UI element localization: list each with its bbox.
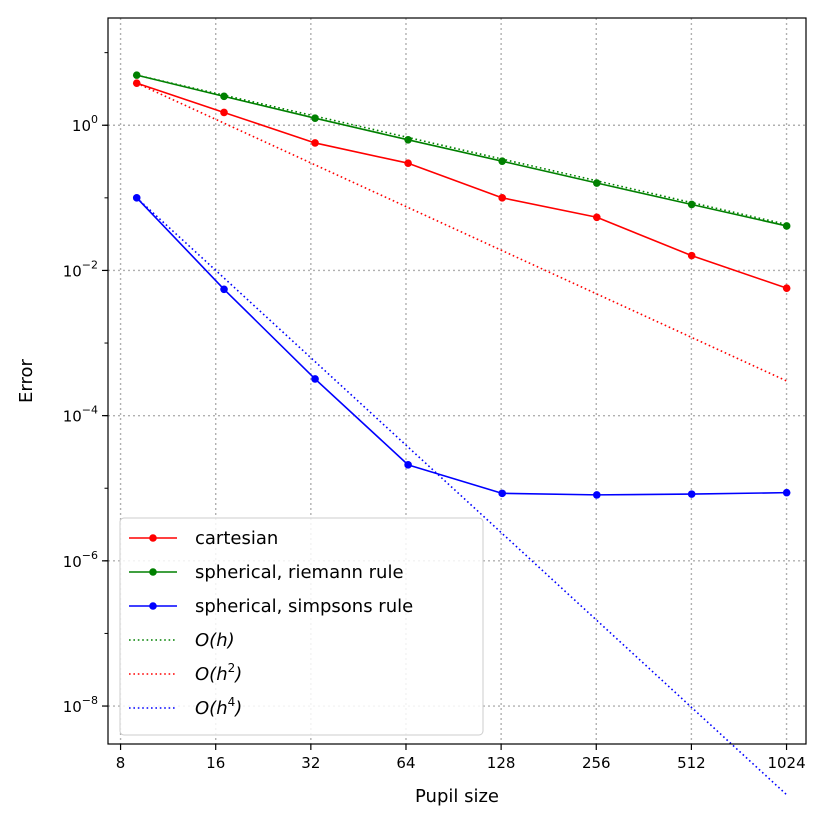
data-point: [592, 491, 601, 499]
y-tick-label: 10−4: [63, 404, 98, 426]
data-point: [687, 200, 696, 209]
series-0: [132, 79, 791, 292]
data-point: [782, 488, 791, 497]
data-point: [404, 461, 412, 469]
data-point: [404, 159, 412, 167]
x-tick-label: 64: [396, 754, 415, 772]
y-tick-label: 10−2: [63, 258, 98, 280]
legend-label: O(h2): [195, 661, 242, 685]
series-line: [136, 74, 787, 226]
y-axis-label: Error: [16, 358, 37, 402]
data-point: [687, 490, 696, 498]
data-point: [782, 222, 791, 230]
x-tick-label: 16: [206, 754, 225, 772]
data-point: [687, 251, 696, 260]
series-line: [136, 82, 787, 289]
data-point: [311, 375, 319, 383]
y-axis-ticks: 100 10−2 10−4 10−6 10−8: [63, 52, 108, 716]
legend-box: [119, 517, 484, 736]
series-line: [136, 82, 788, 382]
x-tick-label: 32: [301, 754, 320, 772]
series-line: [136, 74, 787, 227]
x-tick-label: 1024: [767, 754, 805, 772]
x-tick-label: 8: [116, 754, 126, 772]
y-tick-label: 10−8: [63, 694, 98, 716]
data-point: [592, 213, 601, 222]
legend-label: cartesian: [195, 528, 278, 549]
data-point: [498, 194, 506, 202]
data-point: [220, 108, 228, 117]
data-point: [311, 114, 319, 123]
data-point: [498, 489, 506, 498]
series-3: [136, 74, 787, 226]
x-tick-label: 256: [582, 754, 611, 772]
legend-label: O(h): [195, 630, 235, 651]
data-point: [220, 92, 228, 101]
legend-label: spherical, riemann rule: [195, 562, 404, 583]
y-tick-label: 10−6: [63, 549, 98, 571]
series-layer: [132, 71, 791, 796]
series-4: [136, 82, 788, 382]
data-point: [498, 157, 506, 165]
x-tick-label: 512: [677, 754, 706, 772]
data-point: [592, 179, 601, 187]
series-line: [136, 197, 787, 496]
legend-label: spherical, simpsons rule: [195, 596, 413, 617]
legend-marker: [149, 534, 157, 542]
data-point: [404, 136, 412, 144]
legend-label: O(h4): [195, 695, 242, 719]
data-point: [782, 284, 791, 292]
data-point: [220, 285, 228, 294]
series-2: [132, 194, 791, 499]
x-axis-label: Pupil size: [415, 786, 499, 807]
series-5: [136, 197, 788, 796]
x-axis-ticks: 8 16 32 64 128 256 512 1024: [116, 744, 806, 772]
x-tick-label: 128: [487, 754, 516, 772]
data-point: [311, 139, 319, 147]
legend-marker: [149, 568, 157, 576]
y-tick-label: 100: [72, 113, 98, 135]
plot-frame: [107, 17, 807, 745]
series-line: [136, 197, 788, 796]
legend-marker: [149, 602, 157, 610]
legend: cartesian spherical, riemann rule spherica…: [119, 517, 484, 736]
